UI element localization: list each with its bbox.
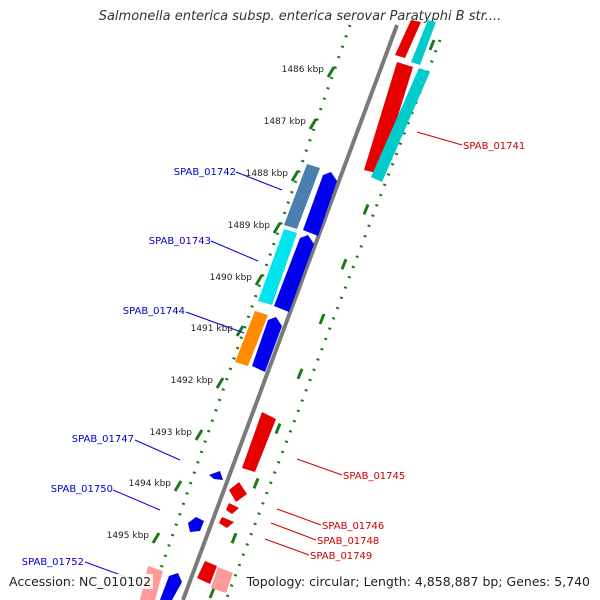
- scale-tick-outer: [340, 258, 348, 270]
- gene-blue-2[interactable]: [274, 235, 314, 312]
- tick-labels: 1486 kbp 1487 kbp 1488 kbp 1489 kbp 1490…: [107, 65, 325, 541]
- scale-tick: [326, 66, 336, 78]
- gene-spab-01741-cyan[interactable]: [371, 68, 430, 182]
- gene-spab-01746[interactable]: [229, 482, 247, 502]
- scale-tick: [173, 480, 183, 492]
- tick-label: 1490 kbp: [210, 273, 253, 283]
- scale-tick-outer: [274, 423, 282, 435]
- gene-top-red[interactable]: [395, 20, 421, 58]
- scale-tick: [235, 325, 245, 337]
- dotted-track-outer: [224, 39, 442, 600]
- summary-text: Topology: circular; Length: 4,858,887 bp…: [244, 574, 592, 589]
- scale-tick: [194, 429, 204, 441]
- gene-spab-01747[interactable]: [209, 471, 223, 480]
- gene-label-spab-01747[interactable]: SPAB_01747: [72, 434, 134, 445]
- gene-spab-01741-outer[interactable]: [364, 62, 413, 174]
- tick-label: 1486 kbp: [282, 65, 325, 75]
- scale-tick-outer: [318, 313, 326, 325]
- gene-spab-01749[interactable]: [219, 517, 234, 528]
- gene-bottom-red[interactable]: [197, 561, 217, 584]
- dotted-track-inner: [148, 24, 352, 600]
- accession-text: Accession: NC_010102: [7, 574, 154, 589]
- gene-label-spab-01746[interactable]: SPAB_01746: [322, 521, 384, 532]
- tick-label: 1491 kbp: [191, 324, 234, 334]
- tick-label: 1488 kbp: [246, 169, 289, 179]
- scale-tick-outer: [252, 477, 260, 489]
- scale-tick: [215, 377, 225, 389]
- scale-tick: [290, 170, 300, 182]
- gene-spab-01744-block[interactable]: [235, 311, 268, 366]
- gene-label-spab-01748[interactable]: SPAB_01748: [317, 536, 379, 547]
- tick-label: 1492 kbp: [171, 376, 214, 386]
- gene-spab-01750[interactable]: [188, 517, 204, 532]
- gene-top-cyan[interactable]: [411, 20, 436, 65]
- genome-backbone: [181, 24, 399, 600]
- scale-tick: [272, 222, 282, 234]
- gene-spab-01748[interactable]: [226, 503, 239, 514]
- gene-label-spab-01752[interactable]: SPAB_01752: [22, 557, 84, 568]
- gene-bottom-pink-right[interactable]: [211, 567, 233, 593]
- gene-labels-left: SPAB_01742 SPAB_01743 SPAB_01744 SPAB_01…: [22, 167, 236, 568]
- scale-tick-outer: [208, 587, 216, 599]
- gene-spab-01745[interactable]: [242, 412, 276, 472]
- tick-label: 1493 kbp: [150, 428, 193, 438]
- tick-marks: [151, 39, 436, 599]
- tick-label: 1494 kbp: [129, 479, 172, 489]
- gene-bottom-blue[interactable]: [160, 573, 182, 600]
- gene-blue-1[interactable]: [303, 172, 337, 236]
- tick-label: 1487 kbp: [264, 117, 307, 127]
- gene-label-spab-01743[interactable]: SPAB_01743: [149, 236, 211, 247]
- scale-tick-outer: [428, 39, 436, 51]
- scale-tick: [151, 532, 161, 544]
- scale-tick-outer: [230, 532, 238, 544]
- scale-tick-outer: [296, 368, 304, 380]
- scale-tick: [254, 274, 264, 286]
- scale-tick: [308, 118, 318, 130]
- gene-blue-3[interactable]: [252, 317, 282, 372]
- gene-label-spab-01750[interactable]: SPAB_01750: [51, 484, 113, 495]
- map-title: Salmonella enterica subsp. enterica sero…: [98, 9, 502, 24]
- label-leader-lines: [84, 131, 463, 583]
- gene-label-spab-01745[interactable]: SPAB_01745: [343, 471, 405, 482]
- gene-label-spab-01749[interactable]: SPAB_01749: [310, 551, 372, 562]
- gene-labels-right: SPAB_01741 SPAB_01745 SPAB_01746 SPAB_01…: [310, 141, 525, 562]
- gene-label-spab-01742[interactable]: SPAB_01742: [174, 167, 236, 178]
- gene-spab-01742-block[interactable]: [284, 164, 320, 229]
- tick-label: 1489 kbp: [228, 221, 271, 231]
- scale-tick-outer: [362, 203, 370, 215]
- gene-label-spab-01744[interactable]: SPAB_01744: [123, 306, 185, 317]
- gene-spab-01743-block[interactable]: [258, 229, 297, 305]
- tick-label: 1495 kbp: [107, 531, 150, 541]
- gene-label-spab-01741[interactable]: SPAB_01741: [463, 141, 525, 152]
